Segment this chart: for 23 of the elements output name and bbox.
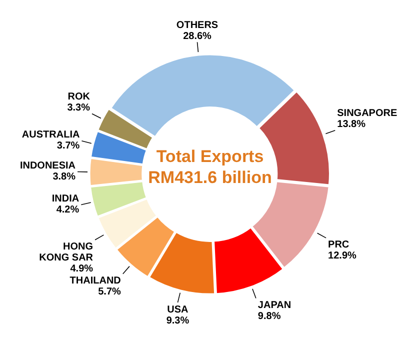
data-label: 5.7% [98,286,121,298]
data-label: 9.3% [166,315,190,326]
slice-label: INDONESIA [20,160,76,172]
data-label: 9.8% [258,311,281,322]
slice-label: SINGAPORE [337,108,398,120]
data-label: 4.9% [70,264,94,275]
slice-label: INDIA [52,194,80,205]
slice-label: THAILAND [70,276,121,287]
slice-label: AUSTRALIA [22,130,80,141]
data-label: 13.8% [337,119,366,130]
slice-label: JAPAN [258,300,292,312]
slice-label: ROK [68,91,91,102]
slice-label: USA [167,304,188,316]
slice-label: OTHERS [176,20,218,31]
slice-label: HONG KONG SAR [39,242,94,264]
data-label: 3.8% [52,172,76,183]
data-label: 28.6% [183,30,212,42]
data-label: 3.7% [56,140,80,152]
data-label: 12.9% [328,250,357,262]
data-label: 4.2% [56,204,80,216]
slice-label: PRC [328,240,350,251]
text: Total Exports RM431.6 billion [147,146,273,188]
data-label: 3.3% [67,102,90,114]
